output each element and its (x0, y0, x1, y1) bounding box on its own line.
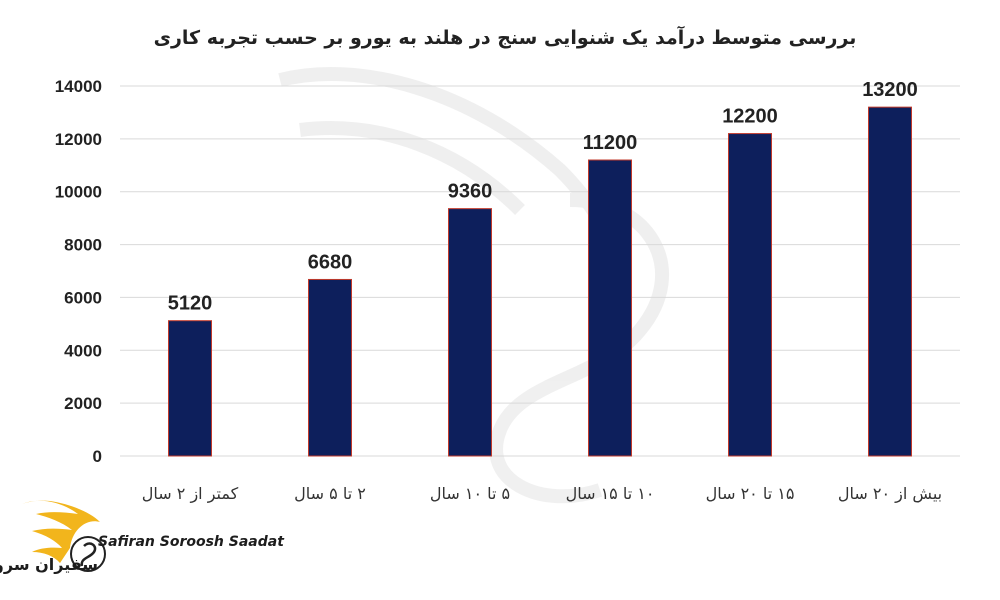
y-tick-label: 2000 (64, 394, 102, 413)
data-label: 5120 (168, 293, 213, 315)
y-tick-label: 0 (93, 447, 102, 466)
data-label: 9360 (448, 181, 493, 203)
data-label: 12200 (722, 106, 778, 128)
bar (308, 278, 352, 457)
bar (168, 320, 212, 457)
logo-text-en: Safiran Soroosh Saadat (98, 534, 285, 550)
x-tick-label: ۱۵ تا ۲۰ سال (706, 484, 795, 503)
x-tick-label: ۱۰ تا ۱۵ سال (566, 484, 655, 503)
data-label: 6680 (308, 251, 353, 273)
bar (728, 133, 772, 457)
logo-text-fa: سفیران سروش سعادت (0, 555, 98, 574)
y-tick-label: 12000 (55, 130, 102, 149)
x-tick-label: کمتر از ۲ سال (142, 484, 239, 504)
y-tick-label: 6000 (64, 288, 102, 307)
wing-emblem-icon (22, 500, 106, 572)
y-tick-label: 10000 (55, 183, 102, 202)
data-label: 11200 (583, 132, 638, 154)
bar (588, 159, 632, 457)
x-axis-ticks: کمتر از ۲ سال ۲ تا ۵ سال ۵ تا ۱۰ سال ۱۰ تا … (142, 484, 942, 504)
x-tick-label: ۵ تا ۱۰ سال (430, 484, 510, 503)
gridlines (120, 85, 960, 457)
x-tick-label: ۲ تا ۵ سال (294, 484, 366, 503)
data-label: 13200 (862, 79, 918, 101)
y-tick-label: 14000 (55, 77, 102, 96)
company-logo: Safiran Soroosh Saadat سفیران سروش سعادت (0, 500, 285, 574)
x-tick-label: بیش از ۲۰ سال (838, 484, 942, 504)
bar (868, 106, 912, 457)
data-labels: 5120 6680 9360 11200 12200 13200 (168, 79, 918, 315)
bar (448, 208, 492, 457)
y-axis-ticks: 0 2000 4000 6000 8000 10000 12000 14000 (55, 77, 102, 466)
chart-title: بررسی متوسط درآمد یک شنوایی سنج در هلند … (154, 25, 857, 49)
y-tick-label: 4000 (64, 341, 102, 360)
y-tick-label: 8000 (64, 236, 102, 255)
bars (168, 106, 912, 457)
